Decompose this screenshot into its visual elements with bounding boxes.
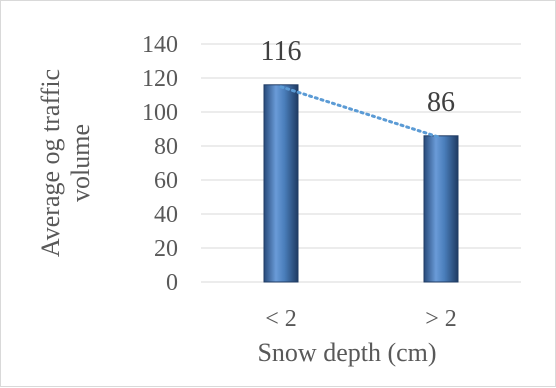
y-axis-title: Average og traffic volume [36,69,95,257]
trendline-line [279,85,443,140]
data-label: 116 [261,36,302,67]
y-tick-label: 40 [154,202,178,228]
y-tick-label: 20 [154,236,178,262]
bars [263,84,459,283]
data-labels: 116 86 [261,36,455,118]
y-tick-label: 80 [154,134,178,160]
y-axis-ticks: 0 20 40 60 80 100 120 140 [142,32,178,296]
bar [423,135,459,283]
y-tick-label: 140 [142,32,178,58]
y-axis-title-line-1: Average og traffic [36,69,65,257]
bar [263,84,299,283]
y-tick-label: 120 [142,66,178,92]
x-axis-categories: < 2 > 2 [265,306,457,332]
y-tick-label: 100 [142,100,178,126]
x-category-label: > 2 [425,306,457,332]
x-axis-title: Snow depth (cm) [257,338,436,367]
trendline [279,85,443,140]
y-axis-title-line-2: volume [66,124,95,202]
x-category-label: < 2 [265,306,297,332]
y-tick-label: 0 [166,270,178,296]
y-tick-label: 60 [154,168,178,194]
gridlines [201,43,521,283]
data-label: 86 [427,87,455,118]
